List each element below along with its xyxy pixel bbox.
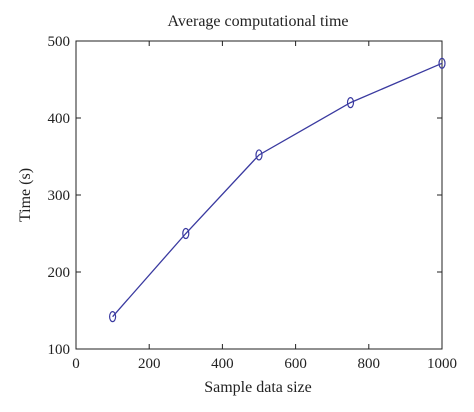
y-tick-label: 300	[48, 188, 71, 204]
y-axis: 100 200 300 400 500	[48, 34, 442, 358]
y-tick-label: 100	[48, 342, 71, 358]
data-point	[182, 227, 190, 240]
y-tick-label: 200	[48, 265, 71, 281]
y-axis-label: Time (s)	[17, 168, 34, 222]
data-point	[438, 57, 446, 69]
series-layer	[108, 57, 446, 323]
data-point	[255, 149, 263, 161]
data-point	[346, 96, 355, 109]
x-tick-label: 1000	[427, 356, 457, 372]
series-line	[112, 62, 443, 318]
y-tick-label: 400	[48, 111, 71, 127]
x-tick-label: 0	[72, 356, 80, 372]
x-tick-label: 800	[358, 356, 381, 372]
x-axis: 0 200 400 600 800 1000	[72, 41, 457, 372]
y-tick-label: 500	[48, 34, 71, 50]
chart-title: Average computational time	[168, 13, 349, 30]
x-tick-label: 600	[284, 356, 307, 372]
x-axis-label: Sample data size	[204, 379, 312, 396]
x-tick-label: 200	[138, 356, 161, 372]
data-point	[108, 311, 117, 323]
x-tick-label: 400	[211, 356, 234, 372]
